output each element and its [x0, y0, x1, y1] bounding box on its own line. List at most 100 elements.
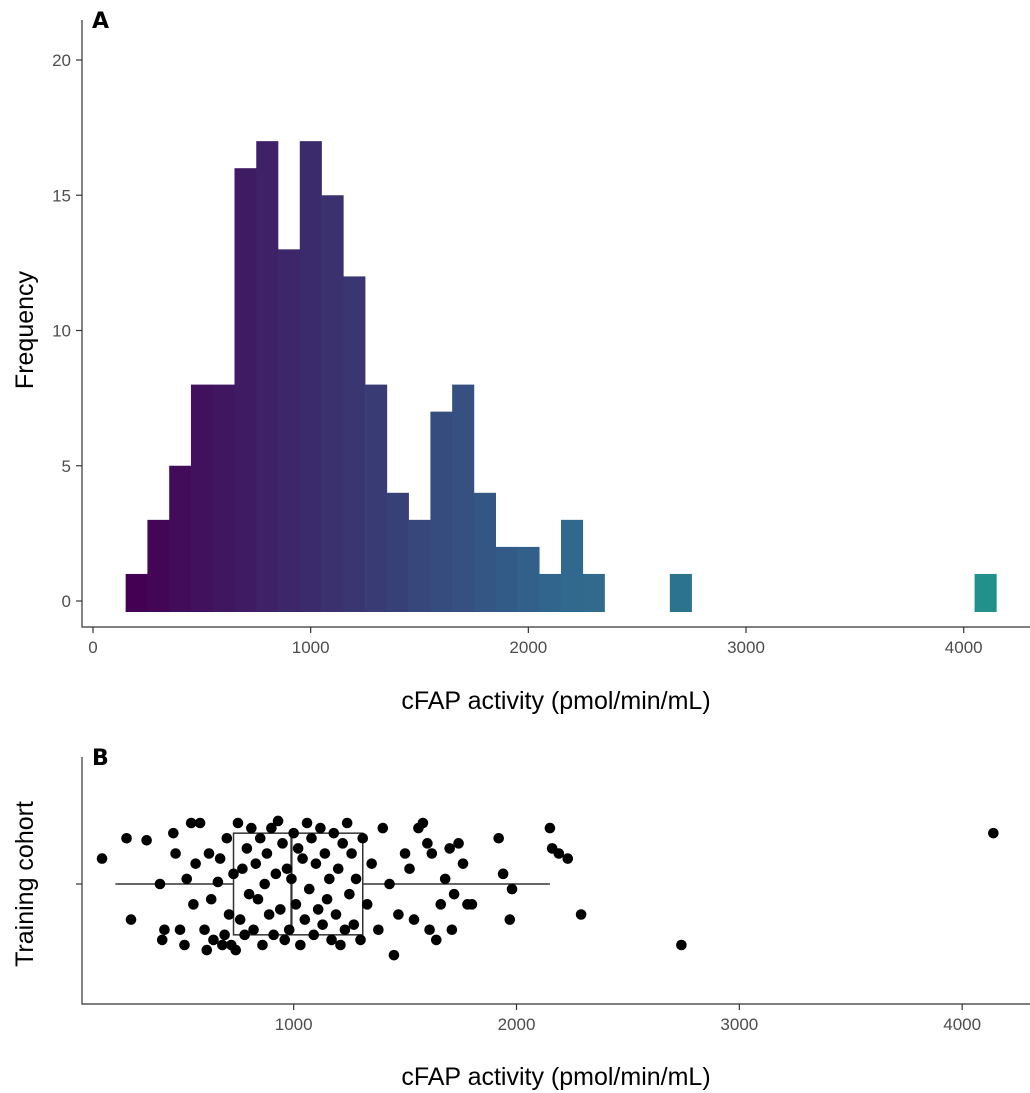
data-point	[319, 848, 331, 859]
data-point	[185, 817, 197, 829]
histogram-bar	[278, 249, 301, 612]
data-point	[312, 904, 324, 915]
data-point	[214, 853, 226, 864]
data-point	[384, 878, 395, 890]
data-point	[422, 838, 433, 849]
data-point	[332, 863, 344, 875]
data-point	[299, 914, 311, 925]
data-point	[194, 817, 206, 829]
data-point	[377, 822, 389, 834]
x-tick-label: 1000	[275, 1015, 313, 1034]
data-point	[448, 888, 460, 900]
data-point	[232, 817, 244, 829]
data-point	[439, 873, 451, 885]
data-point	[259, 878, 271, 890]
data-point	[350, 873, 362, 885]
panel-b-y-axis-title: Training cohort	[11, 801, 39, 967]
data-point	[337, 838, 349, 849]
panel-b-x-ticks: 1000 2000 3000 4000	[275, 1004, 981, 1034]
data-point	[303, 883, 315, 895]
data-point	[404, 863, 415, 875]
data-point	[315, 822, 326, 834]
histogram-bar	[430, 411, 453, 612]
x-tick-label: 3000	[720, 1015, 758, 1034]
data-point	[272, 815, 284, 827]
data-point	[373, 924, 384, 936]
data-point	[297, 853, 308, 864]
histogram-bar	[473, 492, 496, 612]
y-tick-label: 10	[52, 322, 71, 341]
data-point	[121, 832, 132, 844]
data-point	[190, 858, 201, 869]
data-point	[317, 919, 328, 930]
panel-a-y-ticks: 0 5 10 15 20	[52, 51, 82, 611]
histogram-bar	[495, 546, 518, 612]
data-point	[290, 899, 302, 910]
data-point	[228, 868, 239, 880]
data-point	[306, 832, 317, 844]
data-point	[430, 934, 442, 946]
x-tick-label: 3000	[727, 638, 765, 657]
data-point	[208, 934, 219, 946]
data-point	[179, 939, 190, 951]
data-point	[301, 817, 313, 829]
panel-a-x-axis-title: cFAP activity (pmol/min/mL)	[401, 687, 710, 715]
data-point	[553, 848, 565, 859]
histogram-bar	[669, 573, 692, 612]
data-point	[257, 939, 268, 951]
data-point	[96, 853, 108, 864]
data-point	[341, 817, 353, 829]
data-point	[457, 858, 469, 869]
data-point	[335, 939, 346, 951]
data-point	[219, 929, 230, 941]
data-point	[344, 888, 355, 900]
data-point	[424, 924, 435, 936]
data-point	[444, 843, 455, 854]
data-point	[168, 827, 179, 839]
data-point	[174, 924, 186, 936]
data-point	[292, 843, 304, 854]
histogram-bar	[299, 141, 322, 612]
data-point	[324, 873, 335, 885]
jitter-points	[96, 815, 999, 961]
data-point	[237, 863, 248, 875]
data-point	[268, 929, 279, 941]
data-point	[159, 924, 170, 936]
data-point	[239, 929, 250, 941]
data-point	[575, 909, 587, 920]
histogram-bar	[561, 519, 584, 612]
histogram-bar	[343, 276, 366, 612]
data-point	[676, 939, 687, 951]
data-point	[281, 863, 293, 875]
histogram-bar	[169, 465, 192, 612]
data-point	[243, 888, 255, 900]
panel-b-tag: B	[92, 746, 109, 771]
x-tick-label: 2000	[509, 638, 547, 657]
data-point	[366, 858, 377, 869]
boxplot-panel: B 1000 2000 3000 4000 cFAP activity (pmol/m…	[11, 746, 1030, 1091]
data-point	[399, 848, 411, 859]
data-point	[221, 832, 233, 844]
data-point	[230, 944, 242, 956]
data-point	[988, 827, 999, 839]
data-point	[361, 899, 373, 910]
data-point	[544, 822, 556, 834]
histogram-bar	[212, 384, 235, 612]
data-point	[250, 858, 262, 869]
data-point	[288, 827, 299, 839]
x-tick-label: 0	[88, 638, 97, 657]
data-point	[277, 838, 288, 849]
data-point	[234, 914, 246, 925]
boxplot	[115, 832, 550, 936]
data-point	[435, 899, 447, 910]
x-tick-label: 4000	[943, 1015, 981, 1034]
data-point	[446, 924, 458, 936]
data-point	[170, 848, 181, 859]
histogram-bar	[517, 546, 540, 612]
data-point	[339, 924, 351, 936]
data-point	[497, 868, 509, 880]
data-point	[417, 817, 429, 829]
data-point	[275, 904, 286, 915]
panel-a-x-ticks: 0 1000 2000 3000 4000	[88, 627, 983, 657]
